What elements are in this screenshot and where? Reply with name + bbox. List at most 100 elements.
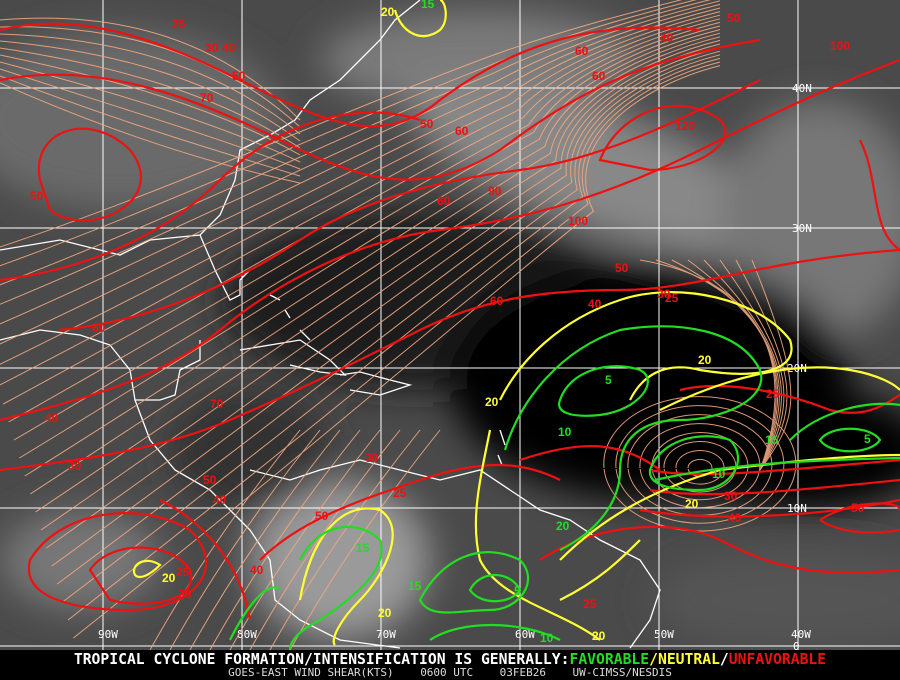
streamline	[40, 43, 721, 531]
product-source: UW-CIMSS/NESDIS	[572, 666, 672, 679]
lon-label: 50W	[654, 628, 674, 641]
contour-label: 20	[698, 353, 712, 367]
contour-label: 15	[421, 0, 435, 11]
lon-label: 40W	[791, 628, 811, 641]
contour-label: 40	[588, 297, 602, 311]
contour-label: 30	[365, 451, 379, 465]
map-canvas: 40N 30N 20N 10N 0 90W 80W 70W 60W 50W 40…	[0, 0, 900, 650]
streamline	[0, 17, 301, 121]
streamline	[0, 54, 301, 156]
streamline	[0, 0, 697, 267]
streamline	[8, 21, 721, 423]
streamline	[0, 11, 721, 365]
contour-label: 10	[540, 631, 554, 645]
streamline	[269, 429, 421, 650]
contour-label: 5	[605, 373, 612, 387]
contour-label: 60	[592, 69, 606, 83]
contour-label: 20	[381, 5, 395, 19]
lon-label: 90W	[98, 628, 118, 641]
contour-label: 50	[727, 11, 741, 25]
legend-separator: /	[719, 650, 729, 668]
streamline	[0, 75, 301, 177]
contour-label: 30	[205, 41, 219, 55]
streamline	[29, 36, 721, 495]
contour-label: 20	[378, 606, 392, 620]
streamline	[62, 57, 721, 603]
lon-label: 70W	[376, 628, 396, 641]
streamline	[639, 423, 761, 509]
streamline	[19, 29, 721, 459]
contour-label: 25	[665, 291, 679, 305]
streamline	[603, 396, 797, 532]
favorable-contours	[229, 325, 900, 650]
product-name: GOES-EAST WIND SHEAR(KTS)	[228, 666, 394, 679]
streamline	[719, 259, 785, 471]
contour-label: 5	[864, 432, 871, 446]
contour-label: 60	[490, 294, 504, 308]
streamline	[0, 33, 301, 135]
streamline	[249, 429, 401, 650]
streamline	[149, 429, 301, 650]
streamline	[0, 0, 683, 248]
contour-label: 30	[724, 489, 738, 503]
streamline	[687, 259, 780, 471]
contour-label: 10	[712, 467, 726, 481]
contour-label: 25	[172, 17, 186, 31]
product-credit: GOES-EAST WIND SHEAR(KTS) 0600 UTC 03FEB…	[0, 666, 900, 680]
streamline	[0, 82, 301, 184]
contour-label: 50	[615, 261, 629, 275]
contour-label: 25	[583, 597, 597, 611]
streamline	[51, 50, 721, 567]
contour-label: 15	[765, 433, 779, 447]
lat-label: 30N	[792, 222, 812, 235]
legend-favorable: FAVORABLE	[569, 650, 650, 668]
streamline	[0, 68, 301, 170]
contour-label: 30	[657, 287, 671, 301]
contour-label: 60	[437, 194, 451, 208]
streamline	[0, 14, 721, 386]
streamline	[13, 25, 721, 441]
contour-label: 100	[830, 39, 850, 53]
contour-label: 40	[213, 493, 227, 507]
streamline	[209, 429, 361, 650]
unfavorable-contours	[0, 22, 900, 621]
streamline	[56, 54, 721, 585]
contour-label: 25	[176, 565, 190, 579]
contour-label: 30	[68, 459, 82, 473]
contour-labels: 25 30 40 50 70 20 15 50 60 60 40 100 50 …	[30, 0, 871, 645]
contour-label: 20	[556, 519, 570, 533]
contour-label: 100	[568, 214, 588, 228]
contour-label: 15	[408, 579, 422, 593]
contour-label: 20	[592, 629, 606, 643]
lon-label: 80W	[237, 628, 257, 641]
lat-label: 10N	[787, 502, 807, 515]
streamline	[24, 32, 721, 477]
contour-label: 25	[766, 387, 780, 401]
contour-label: 20	[162, 571, 176, 585]
product-date: 03FEB26	[499, 666, 547, 679]
streamline	[0, 0, 721, 305]
contour-label: 40	[728, 511, 742, 525]
lat-label: 0	[793, 640, 800, 650]
streamline	[35, 39, 721, 513]
contour-label: 20	[485, 395, 499, 409]
legend-separator: /	[649, 650, 658, 668]
streamline	[0, 40, 301, 142]
favorability-legend: TROPICAL CYCLONE FORMATION/INTENSIFICATI…	[9, 650, 891, 668]
contour-label: 40	[250, 563, 264, 577]
contour-label: 15	[356, 541, 370, 555]
shear-contours	[0, 0, 900, 650]
contour-label: 40	[222, 41, 236, 55]
contour-label: 40	[45, 411, 59, 425]
streamline	[651, 432, 749, 501]
streamline	[735, 259, 788, 471]
contour-label: 60	[575, 44, 589, 58]
streamline	[0, 3, 721, 325]
streamline	[751, 259, 792, 471]
contour-label: 60	[92, 321, 106, 335]
contour-label: 50	[30, 189, 44, 203]
contour-label: 60	[455, 124, 469, 138]
contour-label: 50	[203, 473, 217, 487]
streamline	[0, 7, 721, 345]
